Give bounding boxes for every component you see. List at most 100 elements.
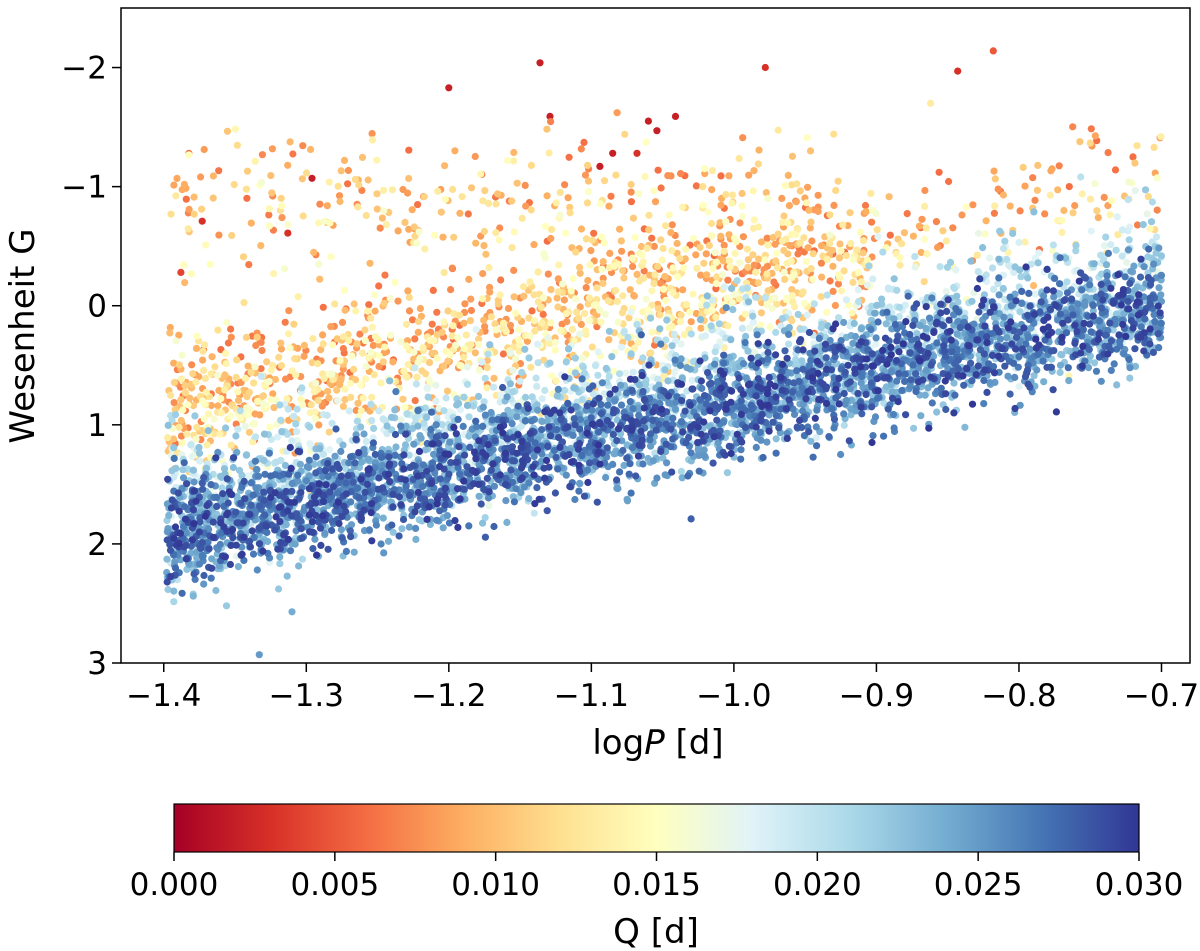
data-point <box>544 334 552 342</box>
data-point <box>761 63 769 72</box>
data-point <box>731 249 739 257</box>
data-point <box>570 384 578 392</box>
data-point <box>728 199 736 207</box>
data-point <box>1086 195 1095 203</box>
data-point <box>754 279 763 287</box>
data-point <box>341 385 349 393</box>
data-point <box>729 191 737 199</box>
data-point <box>368 417 376 425</box>
data-point <box>206 260 214 268</box>
data-point <box>1157 291 1165 299</box>
data-point <box>817 323 825 332</box>
data-point <box>465 432 473 440</box>
data-point <box>366 259 374 267</box>
data-point <box>670 368 679 377</box>
data-point <box>669 264 677 272</box>
data-point <box>1084 364 1093 372</box>
data-point <box>392 443 400 451</box>
data-point <box>921 202 929 210</box>
data-point <box>697 324 705 332</box>
data-point <box>701 332 710 340</box>
data-point <box>237 414 245 422</box>
data-point <box>1058 228 1066 236</box>
data-point <box>534 298 543 306</box>
data-point <box>1125 178 1133 186</box>
data-point <box>953 292 961 300</box>
data-point <box>757 436 765 444</box>
data-point <box>258 346 266 355</box>
data-point <box>196 457 204 465</box>
data-point <box>193 423 201 431</box>
data-point <box>464 210 472 218</box>
data-point <box>1049 241 1057 249</box>
data-point <box>1041 210 1049 218</box>
data-point <box>882 320 890 328</box>
data-point <box>217 395 225 403</box>
data-point <box>780 246 788 255</box>
data-point <box>270 404 278 412</box>
data-point <box>662 222 670 230</box>
scatter-points <box>163 47 1166 659</box>
data-point <box>371 307 379 315</box>
data-point <box>724 322 732 330</box>
data-point <box>283 572 291 580</box>
data-point <box>602 364 610 372</box>
data-point <box>306 440 314 448</box>
data-point <box>708 306 716 314</box>
data-point <box>781 182 789 190</box>
data-point <box>378 214 386 222</box>
data-point <box>356 330 364 338</box>
data-point <box>527 161 536 169</box>
data-point <box>353 417 361 425</box>
data-point <box>337 167 345 175</box>
data-point <box>1114 231 1122 239</box>
data-point <box>627 308 635 316</box>
data-point <box>267 172 275 180</box>
data-point <box>530 291 538 299</box>
data-point <box>552 199 560 207</box>
data-point <box>656 279 665 287</box>
data-point <box>677 355 685 363</box>
data-point <box>828 246 837 254</box>
data-point <box>796 187 804 195</box>
data-point <box>433 331 441 339</box>
data-point <box>239 386 248 394</box>
data-point <box>544 270 552 278</box>
data-point <box>700 259 708 267</box>
data-point <box>583 199 592 207</box>
data-point <box>414 422 422 430</box>
data-point <box>837 450 845 459</box>
data-point <box>178 351 186 359</box>
data-point <box>808 237 816 245</box>
data-point <box>564 194 572 202</box>
data-point <box>380 186 388 194</box>
data-point <box>277 416 285 424</box>
data-point <box>1058 351 1066 359</box>
data-point <box>649 457 657 465</box>
data-point <box>317 346 325 354</box>
data-point <box>298 401 306 409</box>
data-point <box>1102 261 1111 269</box>
data-point <box>617 343 626 351</box>
data-point <box>339 441 347 449</box>
data-point <box>934 243 942 251</box>
data-point <box>170 378 178 387</box>
data-point <box>253 333 261 341</box>
data-point <box>750 261 758 269</box>
data-point <box>164 434 172 442</box>
data-point <box>511 309 520 317</box>
data-point <box>598 233 606 241</box>
data-point <box>635 190 643 198</box>
data-point <box>556 211 564 219</box>
data-point <box>720 241 728 249</box>
data-point <box>346 379 354 388</box>
data-point <box>581 310 589 318</box>
data-point <box>712 280 721 288</box>
data-point <box>572 295 580 303</box>
data-point <box>484 350 492 358</box>
data-point <box>1109 326 1117 334</box>
data-point <box>648 234 656 242</box>
data-point <box>578 396 586 404</box>
data-point <box>1072 247 1080 255</box>
data-point <box>312 379 320 387</box>
